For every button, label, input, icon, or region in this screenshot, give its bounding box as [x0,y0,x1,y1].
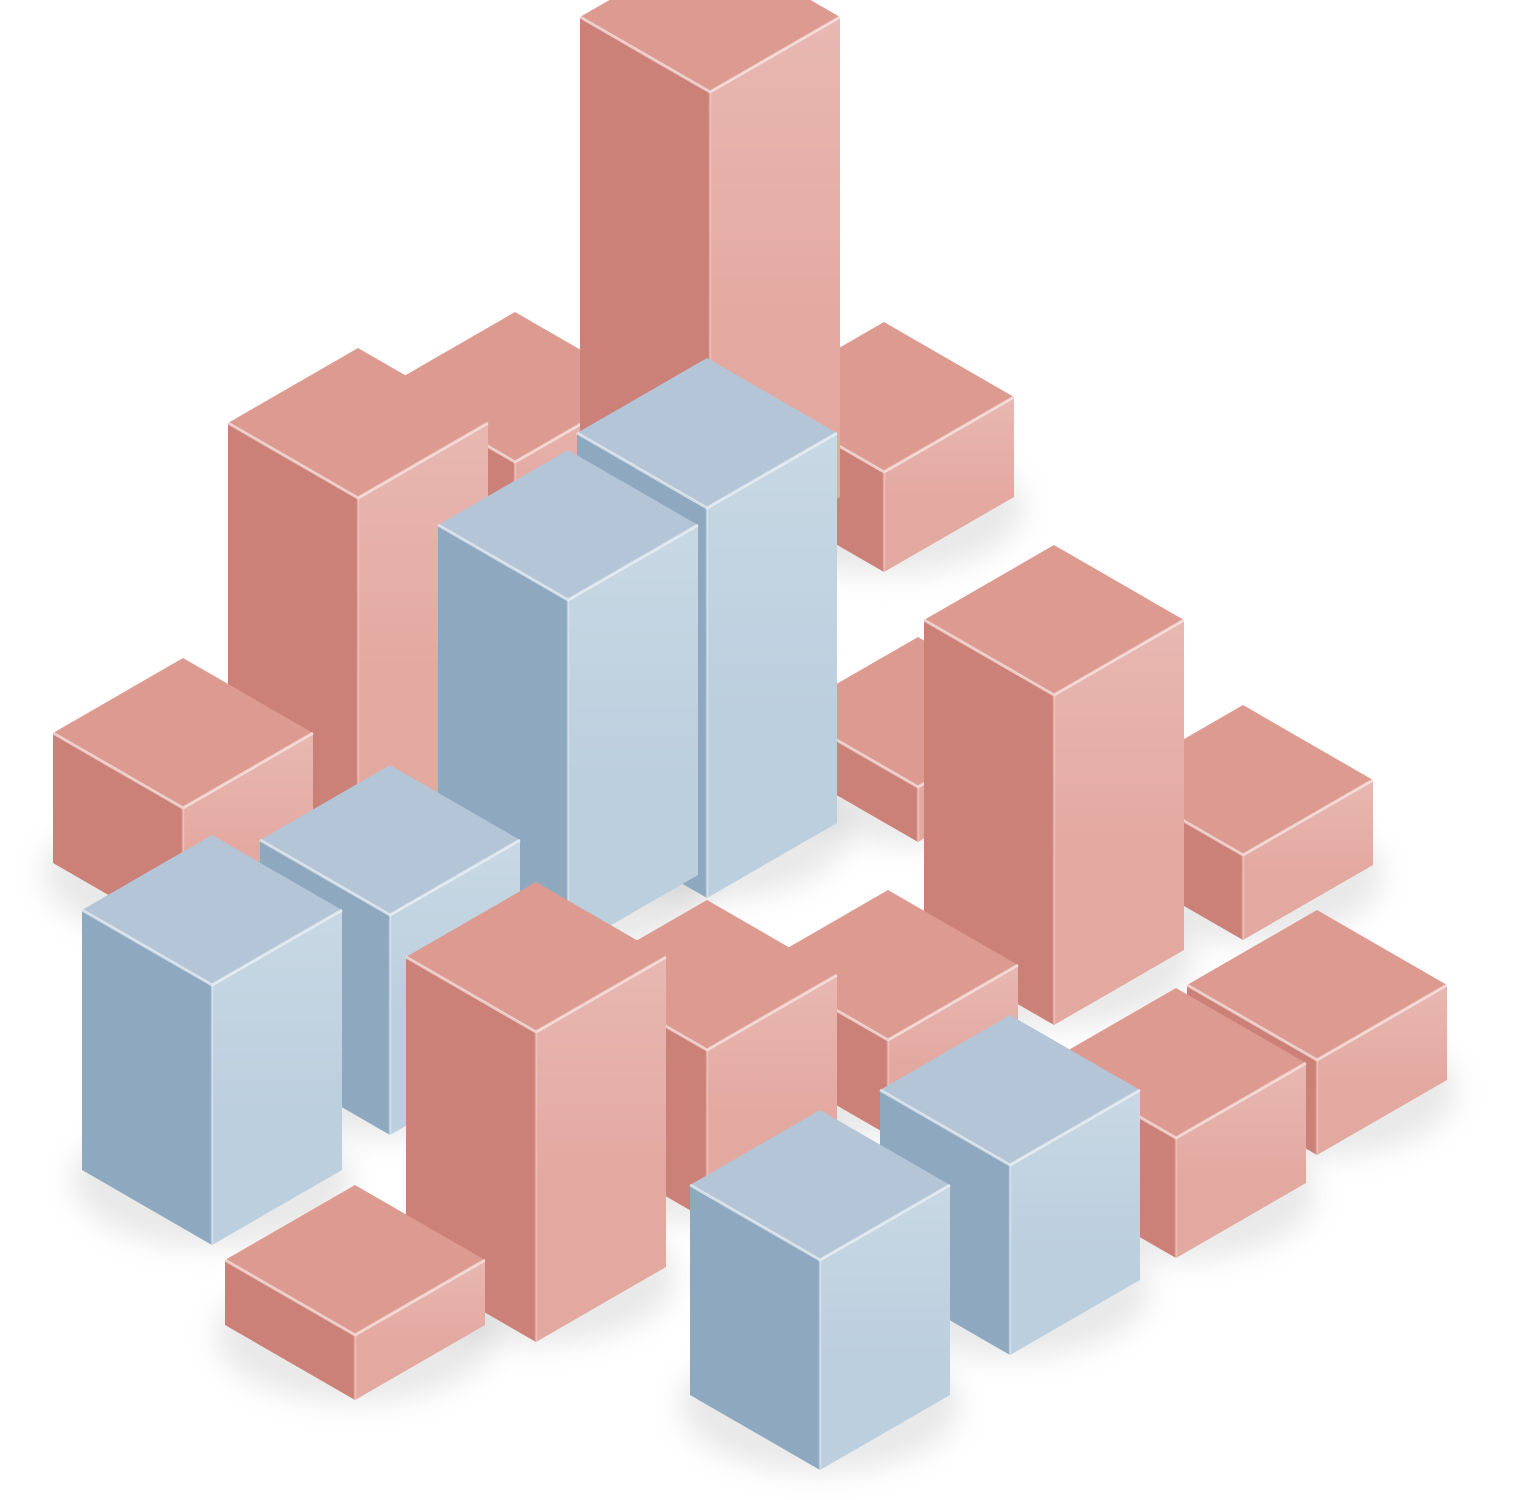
block-left-face [82,910,212,1245]
blocks-group [52,0,1448,1470]
block-sheen [1317,985,1447,1155]
block-blue [689,1110,951,1470]
block-sheen [1054,620,1184,1025]
block-sheen [536,957,666,1342]
block-sheen [707,433,837,898]
block-sheen [1243,780,1373,940]
block-sheen [1176,1063,1306,1258]
block-blue [81,835,343,1245]
block-left-face [225,1260,355,1400]
block-sheen [568,525,698,950]
block-sheen [1010,1090,1140,1355]
block-red [224,1185,486,1400]
block-sheen [884,397,1014,572]
block-sheen [820,1185,950,1470]
block-sheen [212,910,342,1245]
block-red [923,545,1185,1025]
block-sheen [355,1260,485,1400]
block-left-face [690,1185,820,1470]
block-top-face [580,0,840,92]
block-left-face [924,620,1054,1025]
